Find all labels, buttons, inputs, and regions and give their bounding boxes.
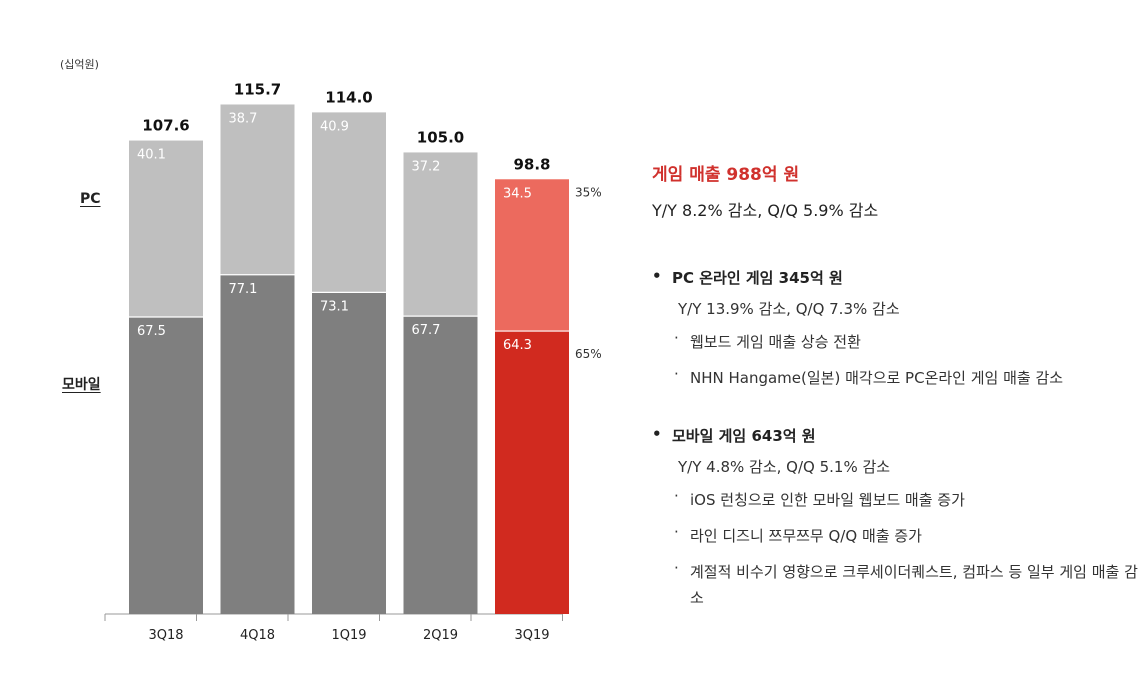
series-label-pc: PC [80,191,101,207]
share-label-mobile: 65% [575,347,602,361]
value-label-mobile: 67.5 [137,324,166,339]
item-mark-icon: · [674,559,679,577]
value-label-pc: 40.1 [137,148,166,163]
bar-pc-2Q19 [403,152,478,317]
section-sub-mobile: Y/Y 4.8% 감소, Q/Q 5.1% 감소 [678,458,891,476]
list-item: · 웹보드 게임 매출 상승 전환 [674,329,861,351]
series-label-mobile: 모바일 [62,377,101,393]
item-mark-icon: · [674,487,679,505]
list-item: · iOS 런칭으로 인한 모바일 웹보드 매출 증가 [674,487,965,509]
summary-text: Y/Y 8.2% 감소, Q/Q 5.9% 감소 [652,201,879,220]
item-mark-icon: · [674,523,679,541]
bar-mobile-1Q19 [312,292,386,614]
headline: 게임 매출 988억 원 [652,165,800,185]
value-label-mobile: 73.1 [320,299,349,314]
list-item: · 라인 디즈니 쯔무쯔무 Q/Q 매출 증가 [674,523,922,545]
value-label-mobile: 67.7 [412,323,441,338]
summary-panel: 게임 매출 988억 원 Y/Y 8.2% 감소, Q/Q 5.9% 감소 • … [652,160,1142,611]
value-label-pc: 37.2 [412,159,441,174]
value-label-pc: 34.5 [503,186,532,201]
value-label-pc: 40.9 [320,119,349,134]
category-label: 3Q18 [148,628,183,643]
section-pc: • PC 온라인 게임 345억 원 Y/Y 13.9% 감소, Q/Q 7.3… [652,267,1142,391]
section-sub-pc: Y/Y 13.9% 감소, Q/Q 7.3% 감소 [678,300,900,318]
bar-pc-3Q19 [495,179,569,332]
category-label: 4Q18 [240,628,275,643]
bar-mobile-4Q18 [220,274,295,614]
value-label-pc: 38.7 [229,111,258,126]
bar-mobile-2Q19 [403,316,478,614]
section-title-pc: PC 온라인 게임 345억 원 [672,269,843,287]
category-label: 1Q19 [331,628,366,643]
value-label-mobile: 77.1 [229,282,258,297]
bar-mobile-3Q19 [495,331,569,614]
section-title-mobile: 모바일 게임 643억 원 [672,427,816,445]
unit-label: (십억원) [60,58,99,71]
category-label: 2Q19 [423,628,458,643]
bullet-icon: • [652,267,662,285]
value-label-mobile: 64.3 [503,338,532,353]
bullet-icon: • [652,425,662,443]
bar-mobile-3Q18 [129,317,203,614]
total-label: 114.0 [325,88,372,106]
stacked-bar-chart: 67.5 40.1 107.6 3Q18 77.1 38.7 115.7 4Q18 73.1 40… [104,80,602,643]
item-mark-icon: · [674,329,679,347]
total-label: 107.6 [142,117,189,135]
total-label: 115.7 [234,80,281,98]
bar-pc-3Q18 [129,140,203,317]
total-label: 98.8 [513,155,550,173]
list-item: · 계절적 비수기 영향으로 크루세이더퀘스트, 컴파스 등 일부 게임 매출 … [674,559,1138,607]
total-label: 105.0 [417,128,464,146]
item-mark-icon: · [674,365,679,383]
list-item: · NHN Hangame(일본) 매각으로 PC온라인 게임 매출 감소 [674,365,1064,387]
bar-pc-4Q18 [220,104,295,275]
share-label-pc: 35% [575,185,602,199]
bar-pc-1Q19 [312,112,386,293]
section-mobile: • 모바일 게임 643억 원 Y/Y 4.8% 감소, Q/Q 5.1% 감소… [652,425,1142,611]
category-label: 3Q19 [514,628,549,643]
